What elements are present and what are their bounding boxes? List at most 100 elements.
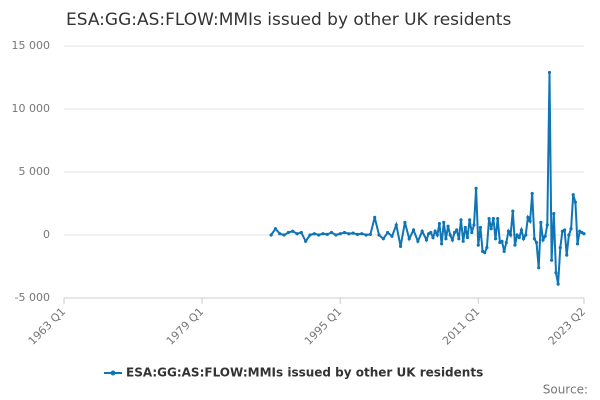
data-point: [545, 223, 549, 227]
legend-label: ESA:GG:AS:FLOW:MMIs issued by other UK r…: [126, 366, 483, 380]
data-point: [459, 218, 463, 222]
data-point: [364, 233, 368, 237]
data-point: [377, 233, 381, 237]
data-point: [513, 243, 517, 247]
data-point: [407, 237, 411, 241]
data-point: [463, 225, 467, 230]
data-point: [437, 222, 442, 226]
data-point: [519, 228, 524, 232]
data-point: [403, 220, 407, 224]
data-point: [537, 266, 541, 270]
data-point: [360, 232, 364, 236]
data-point: [506, 229, 511, 233]
data-point: [476, 243, 480, 247]
data-point: [457, 237, 461, 241]
data-point: [582, 232, 586, 236]
data-point: [552, 211, 556, 216]
data-point: [442, 220, 446, 224]
data-point: [567, 233, 571, 237]
data-point: [269, 233, 273, 237]
data-point: [450, 238, 454, 242]
series-line: [270, 72, 585, 285]
data-point: [446, 224, 450, 228]
data-point: [472, 223, 476, 227]
data-point: [547, 70, 552, 75]
data-point: [528, 219, 532, 223]
data-point: [347, 232, 351, 236]
data-point: [351, 231, 355, 235]
data-point: [308, 233, 312, 237]
data-point: [539, 220, 543, 224]
data-point: [554, 271, 558, 275]
data-point: [493, 237, 498, 241]
x-tick-label: 1979 Q1: [164, 305, 207, 348]
x-tick-label: 2011 Q1: [440, 305, 483, 348]
chart-title: ESA:GG:AS:FLOW:MMIs issued by other UK r…: [66, 10, 511, 30]
data-point: [416, 239, 420, 243]
data-point: [532, 237, 536, 241]
data-point: [452, 230, 457, 235]
data-point: [304, 239, 308, 243]
data-point: [524, 233, 528, 237]
x-tick-label: 1995 Q1: [302, 305, 345, 348]
data-point: [569, 227, 573, 231]
data-point: [312, 232, 316, 236]
data-point: [509, 233, 513, 237]
data-point: [455, 228, 459, 232]
data-point: [435, 233, 439, 237]
data-point: [325, 232, 329, 236]
x-tick-label: 2023 Q2: [546, 305, 589, 348]
data-point: [338, 232, 342, 236]
data-point: [355, 232, 360, 236]
data-point: [394, 223, 398, 227]
data-point: [534, 240, 539, 245]
data-point: [334, 233, 338, 237]
legend-marker: [110, 370, 116, 376]
data-point: [329, 230, 334, 235]
data-point: [368, 232, 372, 236]
data-point: [575, 242, 580, 246]
y-tick-label: 10 000: [12, 102, 51, 115]
data-point: [478, 225, 483, 230]
data-point: [483, 251, 487, 255]
data-point: [526, 215, 530, 219]
data-point: [474, 186, 478, 190]
data-point: [485, 246, 489, 250]
y-tick-label: -5 000: [15, 291, 50, 304]
data-point: [381, 237, 385, 241]
data-point: [390, 234, 394, 238]
data-point: [439, 242, 444, 246]
data-point: [299, 230, 303, 235]
data-point: [448, 233, 452, 237]
data-point: [573, 200, 577, 204]
data-point: [278, 232, 282, 236]
data-point: [496, 217, 500, 221]
data-point: [556, 282, 560, 286]
data-point: [565, 253, 569, 257]
data-point: [489, 227, 493, 231]
data-point: [470, 230, 474, 235]
data-point: [433, 229, 437, 233]
data-point: [558, 246, 562, 250]
data-point: [465, 235, 470, 240]
data-point: [373, 215, 377, 219]
data-point: [386, 230, 390, 235]
data-point: [398, 244, 403, 248]
data-point: [461, 239, 465, 243]
data-point: [517, 235, 521, 240]
data-point: [541, 238, 545, 242]
data-point: [521, 237, 526, 241]
data-point: [562, 228, 567, 232]
data-point: [431, 235, 435, 240]
data-point: [321, 232, 325, 236]
data-point: [420, 229, 424, 233]
data-point: [444, 237, 448, 241]
data-point: [411, 228, 416, 232]
data-point: [571, 193, 575, 197]
data-point: [543, 234, 547, 238]
data-point: [291, 229, 295, 233]
x-tick-label: 1963 Q1: [26, 305, 69, 348]
y-tick-label: 0: [43, 228, 50, 241]
data-point: [515, 233, 519, 237]
